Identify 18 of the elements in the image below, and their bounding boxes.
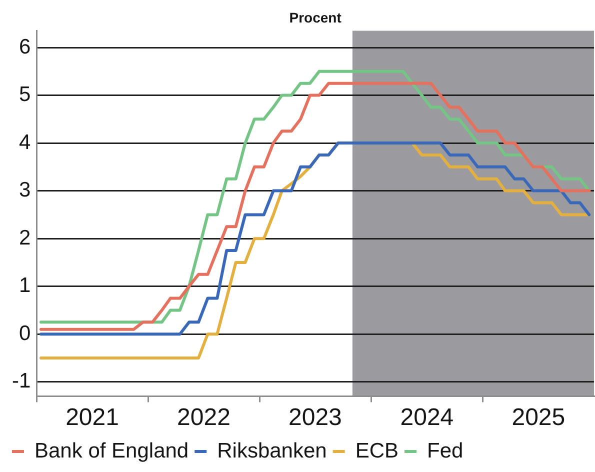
x-tick-label: 2025	[512, 404, 566, 432]
y-tick-label: 5	[18, 83, 31, 106]
legend-label: ECB	[355, 439, 399, 462]
y-tick-label: 3	[18, 178, 31, 202]
x-tick-label: 2023	[288, 404, 342, 432]
x-tick-label: 2022	[177, 404, 230, 432]
legend-label: Bank of England	[34, 439, 189, 462]
x-tick-label: 2024	[400, 404, 454, 432]
y-axis-title: Procent	[289, 9, 342, 26]
y-tick-label: 0	[18, 322, 31, 345]
legend-label: Riksbanken	[217, 439, 327, 462]
x-tick-label: 2021	[66, 404, 119, 432]
legend-label: Fed	[427, 439, 464, 462]
y-tick-label: 1	[18, 274, 31, 298]
y-tick-label: 4	[18, 130, 31, 154]
y-tick-label: -1	[12, 370, 31, 393]
y-tick-label: 2	[18, 226, 31, 250]
y-tick-label: 6	[18, 35, 31, 58]
